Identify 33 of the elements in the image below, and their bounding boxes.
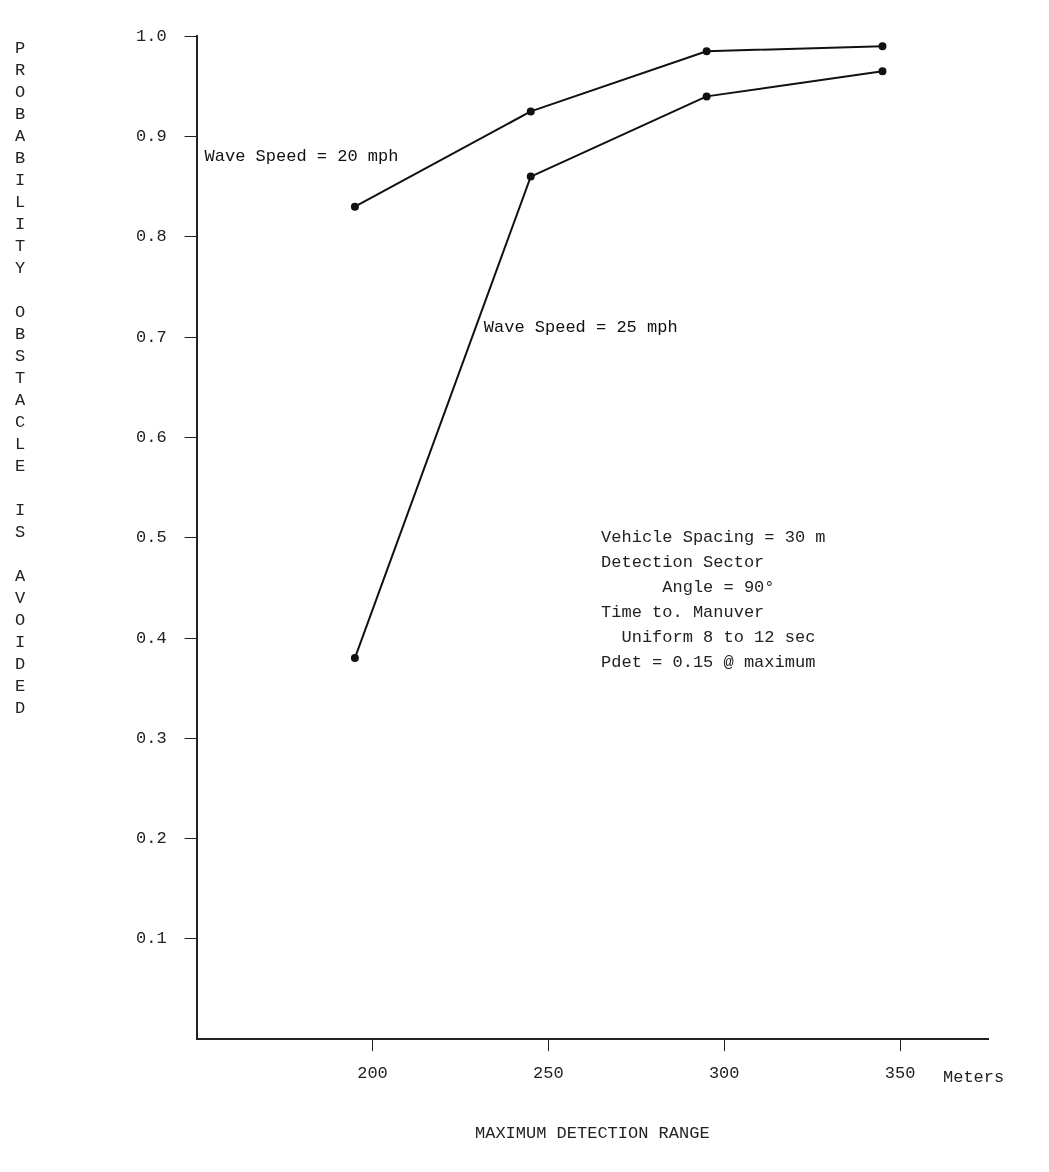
x-tick-label: 250 (533, 1063, 564, 1083)
point (350, 202, 359, 211)
x-tick-label: 350 (884, 1063, 916, 1083)
annotation: Vehicle Spacing = 30 m (601, 528, 826, 548)
point (526, 107, 535, 116)
y-tick-label: 0.5 (136, 528, 167, 548)
point (878, 67, 887, 76)
y-tick-label: 0.8 (136, 227, 167, 247)
x-tick-label: 300 (708, 1063, 740, 1083)
y-tick-label: 0.7 (136, 327, 167, 347)
text: Meters (943, 1067, 1005, 1087)
annotation: Time to. Manuver (601, 603, 765, 623)
annotation: Pdet = 0.15 @ maximum (601, 653, 816, 673)
y-tick-label: 0.3 (136, 728, 167, 748)
x-tick-label: 200 (357, 1063, 388, 1083)
point (526, 172, 535, 181)
annotation: Detection Sector (601, 553, 765, 573)
text: PROBABILITY OBSTACLE IS AVOIDED (14, 39, 26, 718)
y-tick-label: 0.4 (136, 628, 167, 648)
x-axis-title: MAXIMUM DETECTION RANGE (474, 1124, 710, 1144)
y-tick-label: 0.9 (136, 127, 167, 146)
y-tick-label: 1.0 (136, 26, 167, 46)
y-tick-label: 0.1 (136, 929, 167, 949)
annotation: Angle = 90° (601, 578, 775, 598)
point (878, 42, 887, 51)
series-label: Wave Speed = 25 mph (483, 317, 678, 337)
series-label: Wave Speed = 20 mph (204, 147, 399, 167)
y-tick-label: 0.6 (136, 427, 167, 447)
y-tick-label: 0.2 (136, 829, 167, 849)
point (702, 47, 711, 56)
point (350, 654, 359, 663)
annotation: Uniform 8 to 12 sec (601, 628, 816, 648)
point (702, 92, 711, 101)
